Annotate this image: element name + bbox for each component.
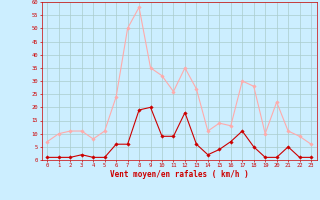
X-axis label: Vent moyen/en rafales ( km/h ): Vent moyen/en rafales ( km/h ) (110, 170, 249, 179)
